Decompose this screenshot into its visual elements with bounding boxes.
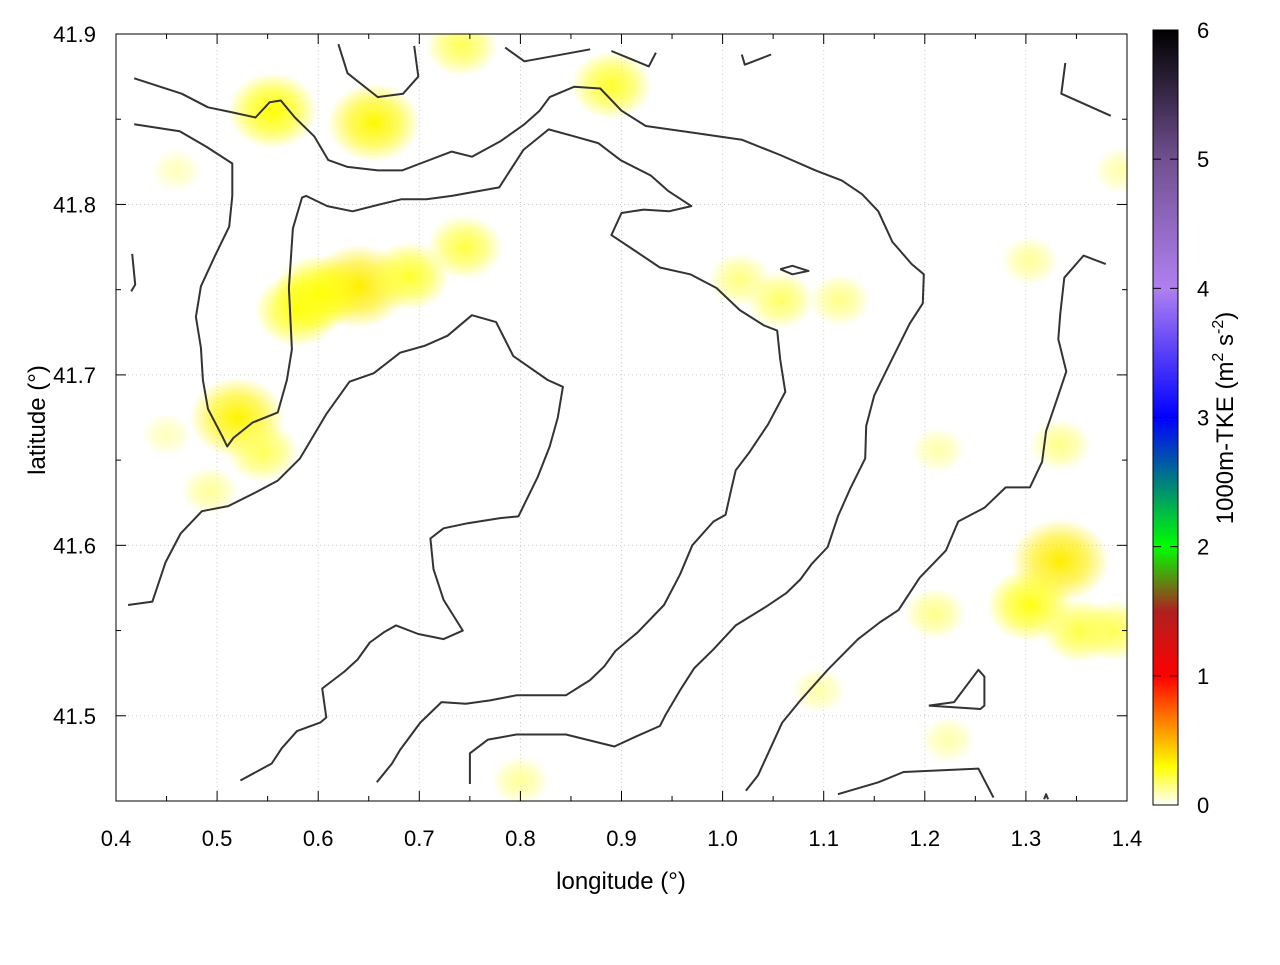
tke-hotspot — [570, 50, 652, 120]
tke-hotspot — [910, 426, 965, 473]
contour-line — [740, 53, 772, 66]
x-tick-label: 1.2 — [910, 826, 941, 851]
colorbar-label: 1000m-TKE (m2 s-2) — [1210, 312, 1239, 525]
x-tick-label: 1.0 — [707, 826, 738, 851]
contour-line — [745, 254, 1107, 792]
contour-line — [1043, 793, 1050, 800]
contour-line — [127, 314, 564, 782]
x-tick-label: 1.4 — [1112, 826, 1143, 851]
tke-hotspot — [1001, 236, 1059, 286]
tke-hotspot — [426, 214, 503, 280]
tke-hotspot — [425, 34, 498, 77]
tke-hotspot — [368, 241, 450, 311]
y-tick-label: 41.9 — [53, 22, 96, 47]
y-axis-label: latitude (°) — [24, 365, 51, 475]
colorbar-tick-label: 6 — [1197, 18, 1209, 43]
tke-hotspot — [921, 716, 976, 763]
colorbar-tick-label: 4 — [1197, 276, 1209, 301]
tke-hotspot — [791, 667, 846, 714]
contour-lines — [127, 43, 1112, 800]
x-tick-label: 0.4 — [101, 826, 132, 851]
axis-ticks — [115, 33, 1128, 801]
y-tick-label: 41.7 — [53, 363, 96, 388]
tke-hotspot — [327, 82, 421, 163]
tke-hotspot — [1029, 418, 1091, 471]
colorbar-tick-label: 0 — [1197, 793, 1209, 818]
x-tick-label: 0.6 — [303, 826, 334, 851]
contour-line — [130, 253, 137, 292]
y-tick-labels: 41.5 41.6 41.7 41.8 41.9 — [53, 22, 96, 729]
colorbar-tick-label: 5 — [1197, 147, 1209, 172]
y-tick-label: 41.5 — [53, 704, 96, 729]
tke-hotspot — [151, 148, 202, 192]
x-tick-label: 1.3 — [1011, 826, 1042, 851]
contour-line — [611, 50, 657, 68]
contour-line — [837, 767, 995, 799]
tke-hotspot — [226, 420, 299, 483]
tke-hotspot — [1078, 599, 1127, 662]
tke-hotspot — [491, 756, 550, 801]
contour-line — [1060, 62, 1112, 117]
tke-hotspot — [254, 273, 342, 347]
y-tick-label: 41.6 — [53, 533, 96, 558]
colorbar-tick-label: 1 — [1197, 664, 1209, 689]
y-tick-label: 41.8 — [53, 192, 96, 217]
tke-hotspot — [181, 466, 239, 516]
colorbar-tick-label: 2 — [1197, 535, 1209, 560]
x-tick-label: 0.5 — [202, 826, 233, 851]
colorbar-tick-label: 3 — [1197, 406, 1209, 431]
tke-hotspot — [904, 587, 966, 640]
tke-hotspot — [746, 270, 815, 329]
tke-hotspot — [141, 413, 192, 456]
tke-field — [141, 34, 1127, 801]
contour-line — [928, 668, 986, 710]
contour-line — [779, 264, 810, 276]
colorbar-ticks: 0 1 2 3 4 5 6 — [1153, 18, 1209, 818]
tke-hotspot — [227, 72, 318, 149]
x-tick-label: 0.8 — [505, 826, 536, 851]
x-tick-label: 1.1 — [808, 826, 839, 851]
x-axis-label: longitude (°) — [556, 868, 686, 895]
contour-line — [504, 46, 591, 63]
tke-hotspot — [1093, 147, 1127, 194]
tke-hotspot — [809, 273, 871, 326]
x-tick-label: 0.9 — [606, 826, 637, 851]
contour-line — [134, 123, 787, 783]
x-tick-labels: 0.4 0.5 0.6 0.7 0.8 0.9 1.0 1.1 1.2 1.3 1.4 — [101, 826, 1143, 851]
contour-line — [337, 43, 420, 99]
contour-line — [133, 77, 925, 784]
x-tick-label: 0.7 — [404, 826, 435, 851]
